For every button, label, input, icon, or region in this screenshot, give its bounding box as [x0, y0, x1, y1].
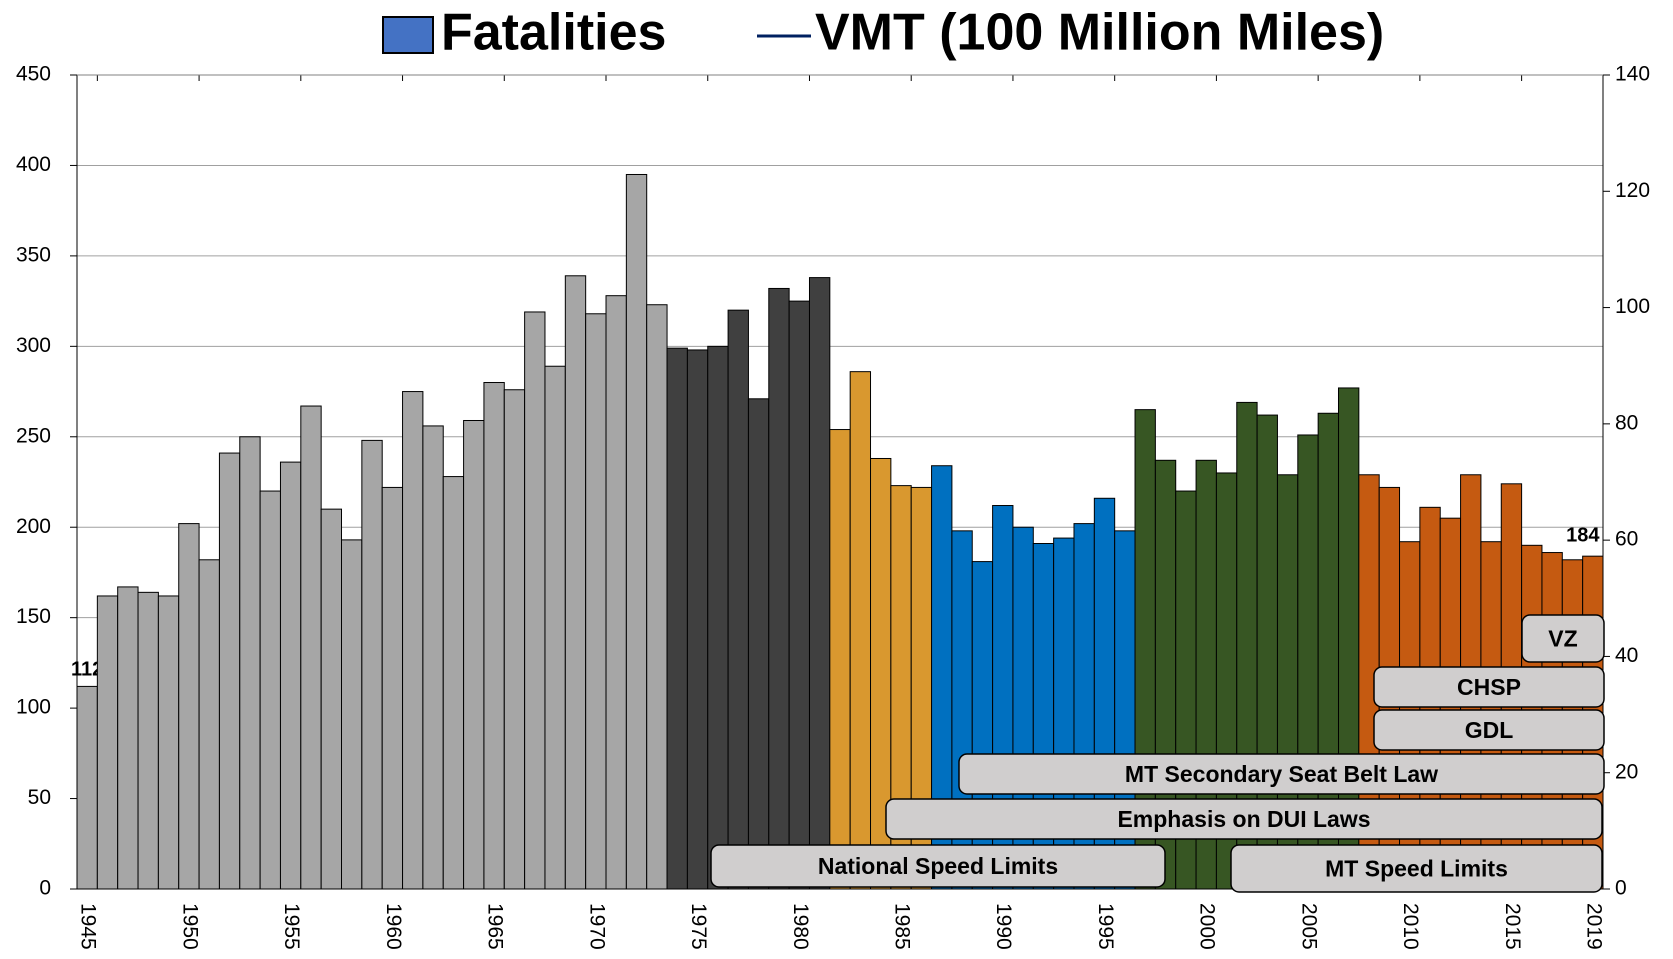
bar — [259, 490, 281, 890]
y-tick-label: 0 — [39, 877, 51, 900]
bar — [564, 275, 587, 890]
bar — [422, 425, 444, 890]
y-tick-label: 450 — [16, 63, 51, 86]
bar — [666, 347, 688, 890]
bar — [768, 287, 790, 890]
bar — [503, 389, 526, 890]
bar — [686, 349, 709, 890]
bar — [279, 461, 302, 890]
bar — [605, 295, 627, 890]
annotation-box — [958, 753, 1605, 795]
y-tick-label: 50 — [28, 786, 51, 809]
bar — [218, 452, 241, 890]
bar — [157, 595, 180, 890]
y2-tick-label: 120 — [1615, 179, 1650, 202]
x-tick-label: 1965 — [484, 903, 507, 950]
annotation: Emphasis on DUI Laws — [1117, 806, 1370, 832]
bar — [483, 382, 505, 890]
bar — [178, 523, 200, 890]
bar — [76, 685, 98, 890]
y2-tick-label: 40 — [1615, 644, 1638, 667]
annotation: CHSP — [1457, 674, 1521, 700]
bar — [971, 561, 994, 890]
bar — [808, 277, 831, 890]
y2-tick-label: 100 — [1615, 295, 1650, 318]
bar — [300, 405, 322, 890]
y2-tick-label: 60 — [1615, 528, 1638, 551]
bar — [625, 173, 648, 890]
bar — [381, 486, 404, 890]
bar — [788, 300, 810, 890]
y-tick-label: 200 — [16, 515, 51, 538]
x-tick-label: 1955 — [280, 903, 303, 950]
bar — [463, 419, 485, 890]
bar — [849, 371, 872, 890]
y2-tick-label: 80 — [1615, 411, 1638, 434]
annotation-box — [1521, 614, 1605, 663]
annotation-box — [1230, 844, 1603, 893]
bar — [96, 595, 119, 890]
x-tick-label: 1975 — [687, 903, 710, 950]
bar — [137, 591, 159, 890]
x-tick-label: 1970 — [585, 903, 608, 950]
x-tick-label: 2010 — [1399, 903, 1422, 950]
y2-tick-label: 0 — [1615, 877, 1627, 900]
x-tick-label: 2005 — [1297, 903, 1320, 950]
x-tick-label: 2015 — [1501, 903, 1524, 950]
legend-swatch — [382, 16, 434, 54]
annotation: VZ — [1548, 626, 1577, 652]
y-tick-label: 100 — [16, 696, 51, 719]
value-label: 112 — [71, 659, 103, 681]
y2-tick-label: 20 — [1615, 760, 1638, 783]
annotation-box — [885, 798, 1603, 840]
x-tick-label: 1945 — [77, 903, 100, 950]
annotation-box — [1373, 709, 1605, 751]
x-tick-label: 1995 — [1094, 903, 1117, 950]
bar — [585, 313, 607, 890]
bar — [524, 311, 546, 890]
y-tick-label: 300 — [16, 334, 51, 357]
bar — [341, 539, 363, 890]
bar — [361, 439, 383, 890]
y-tick-label: 350 — [16, 243, 51, 266]
annotation-box — [710, 844, 1166, 888]
x-tick-label: 1950 — [178, 903, 201, 950]
value-label: 184 — [1566, 524, 1600, 546]
bar — [544, 365, 566, 890]
bar — [727, 309, 749, 890]
bar — [646, 304, 668, 890]
x-tick-label: 2019 — [1582, 903, 1605, 950]
annotation: MT Speed Limits — [1325, 856, 1508, 882]
bar — [239, 436, 261, 890]
y-tick-label: 150 — [16, 605, 51, 628]
bar — [198, 559, 220, 890]
annotation-box — [1373, 666, 1605, 708]
x-tick-label: 1960 — [382, 903, 405, 950]
legend-label: Fatalities — [441, 4, 666, 62]
bar — [442, 476, 465, 890]
y2-tick-label: 140 — [1615, 63, 1650, 86]
legend-label: VMT (100 Million Miles) — [815, 4, 1384, 62]
x-tick-label: 1990 — [992, 903, 1015, 950]
x-tick-label: 1985 — [890, 903, 913, 950]
y-tick-label: 400 — [16, 153, 51, 176]
bar — [117, 586, 139, 890]
bar — [747, 398, 770, 890]
bar — [707, 345, 729, 890]
y-tick-label: 250 — [16, 424, 51, 447]
x-tick-label: 1980 — [789, 903, 812, 950]
annotation: GDL — [1465, 717, 1514, 743]
annotation: National Speed Limits — [818, 853, 1058, 879]
bar — [402, 391, 424, 890]
annotation: MT Secondary Seat Belt Law — [1125, 761, 1438, 787]
bar — [829, 429, 851, 890]
x-tick-label: 2000 — [1196, 903, 1219, 950]
bar — [320, 508, 343, 890]
